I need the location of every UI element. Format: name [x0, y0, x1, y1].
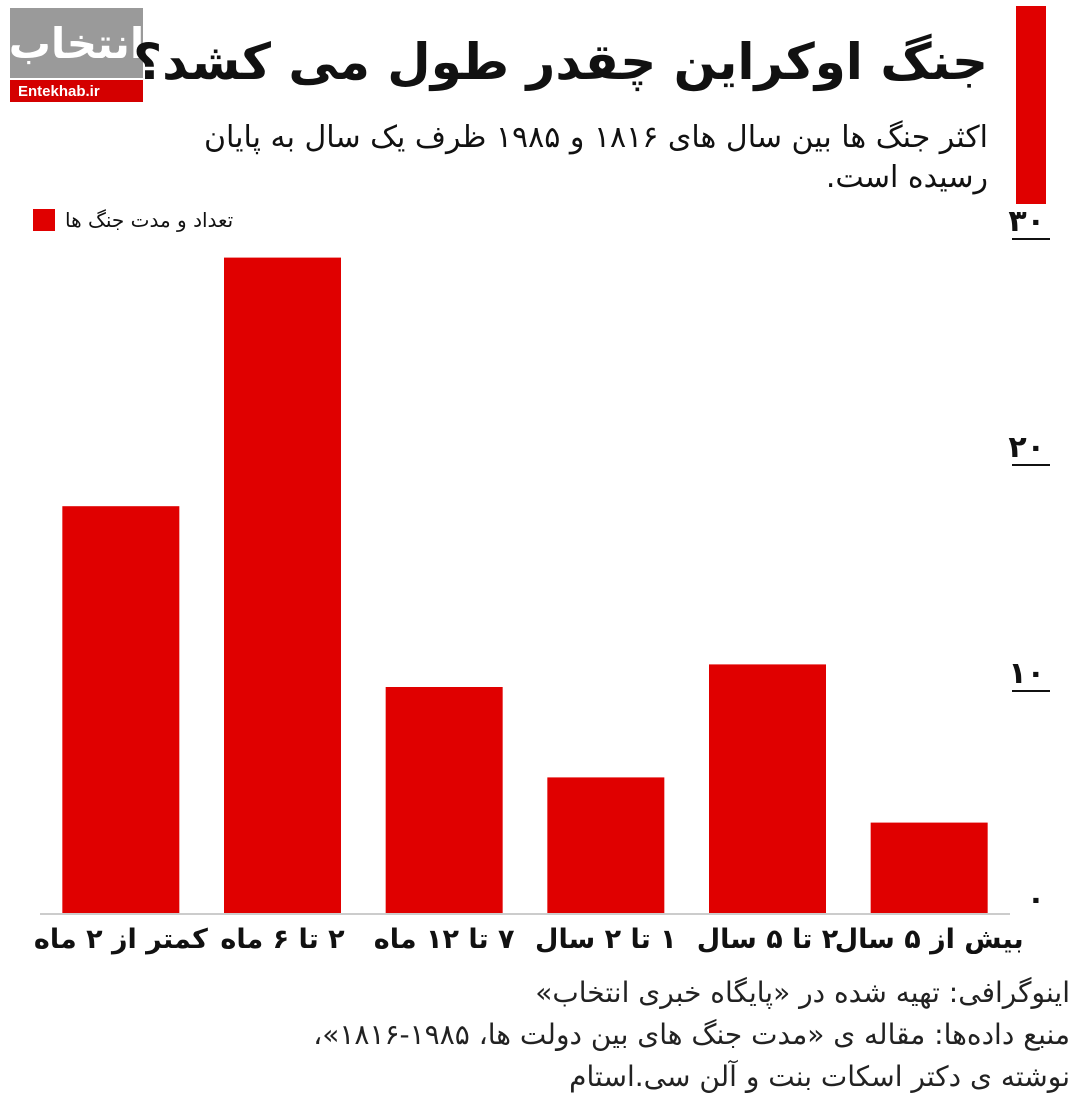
y-tick-label: ۱۰	[1008, 656, 1045, 691]
x-category-label: بیش از ۵ سال	[835, 924, 1024, 955]
bar	[547, 777, 665, 913]
footer-credit: اینوگرافی: تهیه شده در «پایگاه خبری انتخ…	[535, 976, 1070, 1009]
bar	[62, 506, 180, 913]
legend-swatch	[33, 209, 55, 231]
title-accent-bar	[1016, 6, 1046, 204]
y-tick-label: ۳۰	[1008, 204, 1045, 239]
entekhab-logo: انتخاب Entekhab.ir	[9, 8, 144, 102]
y-tick-label: ۰	[1027, 882, 1045, 917]
bar	[709, 664, 826, 913]
logo-site-url: Entekhab.ir	[10, 80, 143, 102]
page-subtitle: اکثر جنگ ها بین سال های ۱۸۱۶ و ۱۹۸۵ ظرف …	[203, 120, 988, 195]
x-category-label: ۷ تا ۱۲ ماه	[374, 924, 515, 955]
page-title: جنگ اوکراین چقدر طول می کشد؟	[133, 33, 988, 91]
bar	[385, 687, 503, 913]
bar	[224, 257, 341, 914]
logo-wordmark: انتخاب	[9, 8, 144, 78]
chart-legend: تعداد و مدت جنگ ها	[33, 206, 233, 234]
bar	[870, 822, 988, 913]
footer-source: منبع داده‌ها: مقاله ی «مدت جنگ های بین د…	[313, 1018, 1070, 1051]
bar-chart: ۰ ۱۰ ۲۰ ۳۰ کمتر از ۲ ماه ۲ تا ۶ ماه ۷ تا ۱۲ ما…	[34, 204, 1050, 955]
x-category-label: ۲ تا ۶ ماه	[220, 924, 345, 955]
x-category-label: کمتر از ۲ ماه	[34, 924, 208, 955]
y-tick-label: ۲۰	[1008, 430, 1045, 465]
legend-label: تعداد و مدت جنگ ها	[65, 208, 234, 232]
x-category-label: ۲ تا ۵ سال	[697, 924, 839, 955]
footer-authors: نوشته ی دکتر اسکات بنت و آلن سی.استام	[569, 1060, 1070, 1093]
chart-footer: اینوگرافی: تهیه شده در «پایگاه خبری انتخ…	[70, 972, 1070, 1098]
x-category-label: ۱ تا ۲ سال	[535, 924, 677, 955]
